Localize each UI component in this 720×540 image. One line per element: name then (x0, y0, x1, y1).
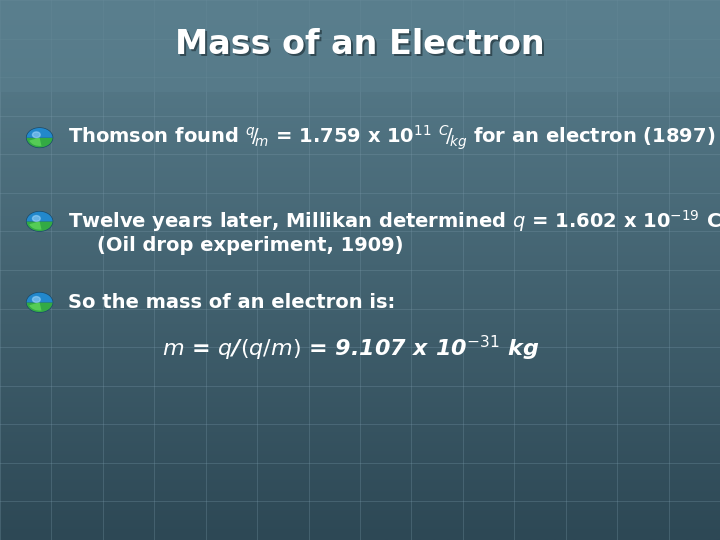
Wedge shape (30, 221, 42, 229)
Circle shape (27, 212, 53, 231)
Wedge shape (27, 221, 53, 231)
Text: Mass of an Electron: Mass of an Electron (176, 30, 546, 64)
Text: (Oil drop experiment, 1909): (Oil drop experiment, 1909) (97, 236, 404, 255)
Wedge shape (30, 138, 42, 146)
Wedge shape (27, 212, 53, 221)
Wedge shape (30, 302, 42, 310)
Text: $m$ = $q$/$\left(q/m\right)$ = 9.107 x 10$^{-31}$ kg: $m$ = $q$/$\left(q/m\right)$ = 9.107 x 1… (162, 334, 539, 363)
Text: So the mass of an electron is:: So the mass of an electron is: (68, 293, 396, 312)
Circle shape (32, 215, 40, 221)
Wedge shape (27, 293, 53, 302)
Wedge shape (27, 302, 53, 312)
Wedge shape (27, 128, 53, 138)
Text: Twelve years later, Millikan determined $q$ = 1.602 x 10$^{-19}$ C: Twelve years later, Millikan determined … (68, 208, 720, 234)
Circle shape (32, 296, 40, 302)
Text: Mass of an Electron: Mass of an Electron (175, 28, 545, 62)
Circle shape (27, 293, 53, 312)
Text: Thomson found $^q\!/\!_{m}$ = 1.759 x 10$^{11}$ $^C\!/\!_{kg}$ for an electron (: Thomson found $^q\!/\!_{m}$ = 1.759 x 10… (68, 124, 716, 152)
Circle shape (32, 132, 40, 138)
Circle shape (27, 128, 53, 147)
Wedge shape (27, 138, 53, 147)
FancyBboxPatch shape (0, 0, 720, 92)
